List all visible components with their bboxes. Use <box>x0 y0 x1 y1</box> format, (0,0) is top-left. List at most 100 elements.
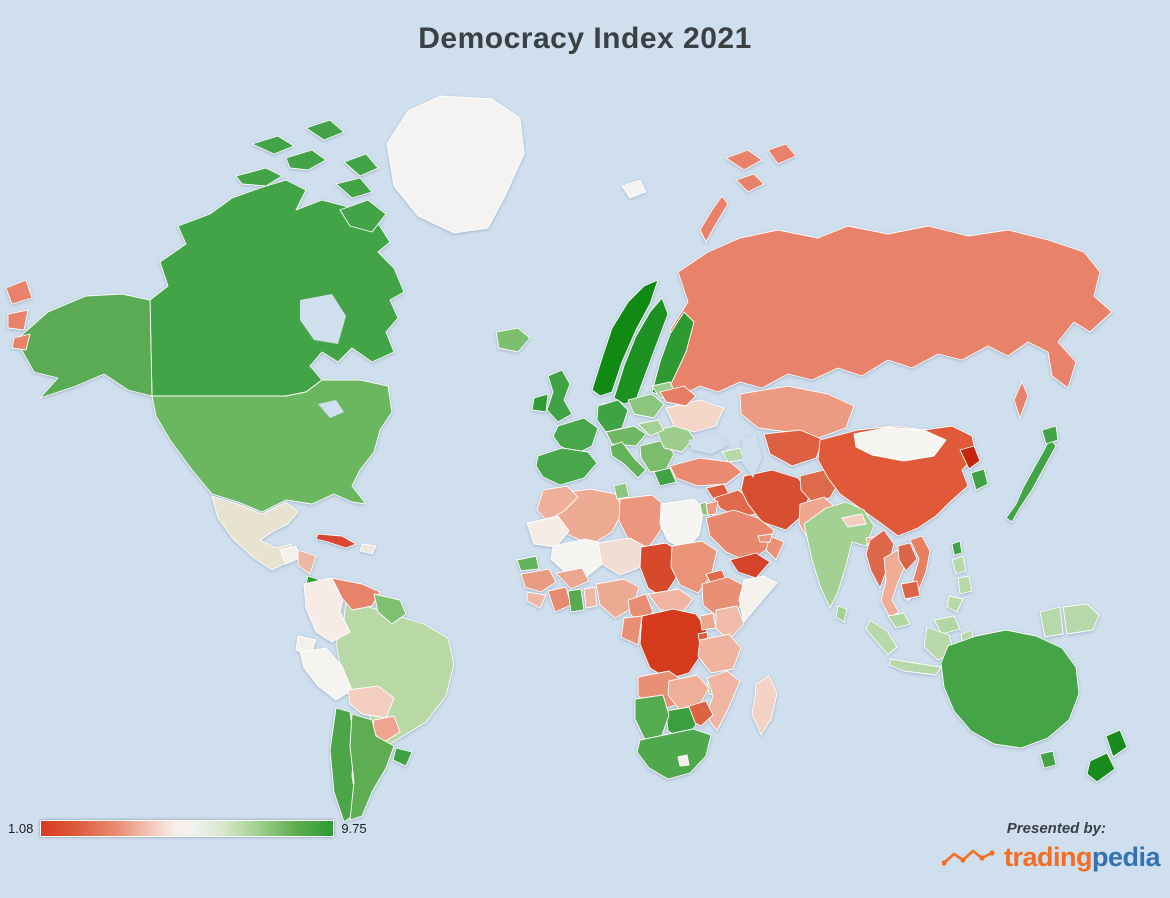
region-turkey[interactable] <box>669 457 743 487</box>
region-mexico[interactable] <box>211 495 299 571</box>
region-norway[interactable] <box>591 279 659 397</box>
region-uk[interactable] <box>546 369 573 423</box>
region-drc[interactable] <box>639 608 708 680</box>
region-canada[interactable] <box>235 167 283 187</box>
region-sri-lanka[interactable] <box>835 605 848 623</box>
region-greece[interactable] <box>653 467 677 487</box>
region-russia[interactable] <box>1013 381 1029 419</box>
region-japan[interactable] <box>1041 425 1059 445</box>
region-togo-benin[interactable] <box>583 586 598 609</box>
region-canada[interactable] <box>285 149 327 171</box>
region-niger[interactable] <box>597 537 647 576</box>
region-hispaniola[interactable] <box>359 543 377 555</box>
region-philippines[interactable] <box>946 595 964 613</box>
region-malaysia[interactable] <box>933 615 961 635</box>
region-oman[interactable] <box>765 535 785 561</box>
region-ghana[interactable] <box>567 588 585 613</box>
region-malaysia[interactable] <box>887 612 911 629</box>
region-south-korea[interactable] <box>970 468 989 491</box>
region-belarus[interactable] <box>659 385 697 407</box>
region-kazakhstan[interactable] <box>739 385 855 439</box>
region-taiwan[interactable] <box>951 540 963 556</box>
region-iberia[interactable] <box>535 447 598 486</box>
region-morocco[interactable] <box>536 485 579 522</box>
region-madagascar[interactable] <box>751 675 778 736</box>
region-papua-new-guinea[interactable] <box>1062 603 1100 635</box>
region-mali[interactable] <box>550 538 607 579</box>
region-brazil[interactable] <box>335 597 455 749</box>
region-venezuela[interactable] <box>331 577 381 611</box>
region-cuba[interactable] <box>315 533 357 549</box>
region-peru[interactable] <box>299 647 353 701</box>
region-myanmar[interactable] <box>865 529 895 589</box>
region-tanzania[interactable] <box>697 633 742 674</box>
region-mongolia[interactable] <box>853 426 947 462</box>
region-somalia[interactable] <box>738 575 778 623</box>
region-hungary[interactable] <box>637 419 665 437</box>
region-ivory-coast[interactable] <box>547 586 572 613</box>
region-lesotho[interactable] <box>677 754 690 767</box>
region-canada[interactable] <box>251 135 295 155</box>
region-alaska[interactable] <box>15 293 153 399</box>
region-north-korea[interactable] <box>959 445 981 470</box>
region-yemen[interactable] <box>729 552 771 579</box>
region-new-zealand[interactable] <box>1086 752 1116 783</box>
region-ukraine[interactable] <box>665 399 725 433</box>
region-poland[interactable] <box>627 393 665 419</box>
region-kenya[interactable] <box>715 605 745 641</box>
region-australia[interactable] <box>940 629 1080 749</box>
region-canada[interactable] <box>339 199 387 233</box>
region-sierra-leone-liberia[interactable] <box>526 591 547 609</box>
region-uganda[interactable] <box>699 612 717 631</box>
region-greenland[interactable] <box>386 95 525 234</box>
region-iran[interactable] <box>740 469 811 531</box>
region-russia[interactable] <box>699 195 729 243</box>
region-ireland[interactable] <box>531 393 549 413</box>
region-congo-gabon[interactable] <box>620 615 643 646</box>
region-iceland[interactable] <box>495 327 531 353</box>
region-russia[interactable] <box>11 333 31 351</box>
region-japan[interactable] <box>1005 437 1057 523</box>
region-guinea[interactable] <box>520 568 557 593</box>
region-indonesia[interactable] <box>865 619 898 656</box>
region-svalbard[interactable] <box>621 179 647 199</box>
region-indonesia[interactable] <box>888 658 942 676</box>
region-new-zealand[interactable] <box>1105 729 1128 758</box>
region-uae[interactable] <box>757 533 773 543</box>
region-philippines[interactable] <box>951 555 967 575</box>
region-south-africa[interactable] <box>636 728 712 780</box>
region-uruguay[interactable] <box>392 747 413 767</box>
region-libya[interactable] <box>618 494 664 549</box>
region-uzbek-turkmen[interactable] <box>763 429 825 467</box>
region-italy[interactable] <box>609 441 647 479</box>
region-central-europe[interactable] <box>605 425 647 447</box>
region-laos[interactable] <box>897 542 918 572</box>
region-chad[interactable] <box>639 542 680 599</box>
region-russia[interactable] <box>767 143 797 165</box>
region-canada[interactable] <box>343 153 379 177</box>
region-china[interactable] <box>817 425 977 537</box>
region-burkina-faso[interactable] <box>555 567 590 590</box>
region-australia[interactable] <box>1039 750 1057 769</box>
region-caucasus[interactable] <box>721 447 745 463</box>
region-usa[interactable] <box>151 379 393 513</box>
region-indonesia[interactable] <box>1039 606 1064 638</box>
region-nicaragua-honduras[interactable] <box>297 549 317 575</box>
region-argentina[interactable] <box>349 713 395 821</box>
region-mauritania[interactable] <box>526 515 570 548</box>
region-russia[interactable] <box>7 309 29 331</box>
region-tunisia[interactable] <box>613 482 630 500</box>
region-philippines[interactable] <box>957 575 973 595</box>
region-guianas[interactable] <box>373 593 407 625</box>
region-russia[interactable] <box>735 173 765 193</box>
region-canada[interactable] <box>149 179 405 397</box>
region-russia[interactable] <box>665 225 1113 395</box>
region-russia[interactable] <box>725 149 763 171</box>
region-canada[interactable] <box>335 177 373 199</box>
brand-logo[interactable]: tradingpedia <box>941 844 1161 871</box>
region-india[interactable] <box>803 501 875 609</box>
region-canada[interactable] <box>305 119 345 141</box>
region-cambodia[interactable] <box>900 580 921 600</box>
region-senegal[interactable] <box>516 555 540 572</box>
region-france[interactable] <box>552 417 599 455</box>
